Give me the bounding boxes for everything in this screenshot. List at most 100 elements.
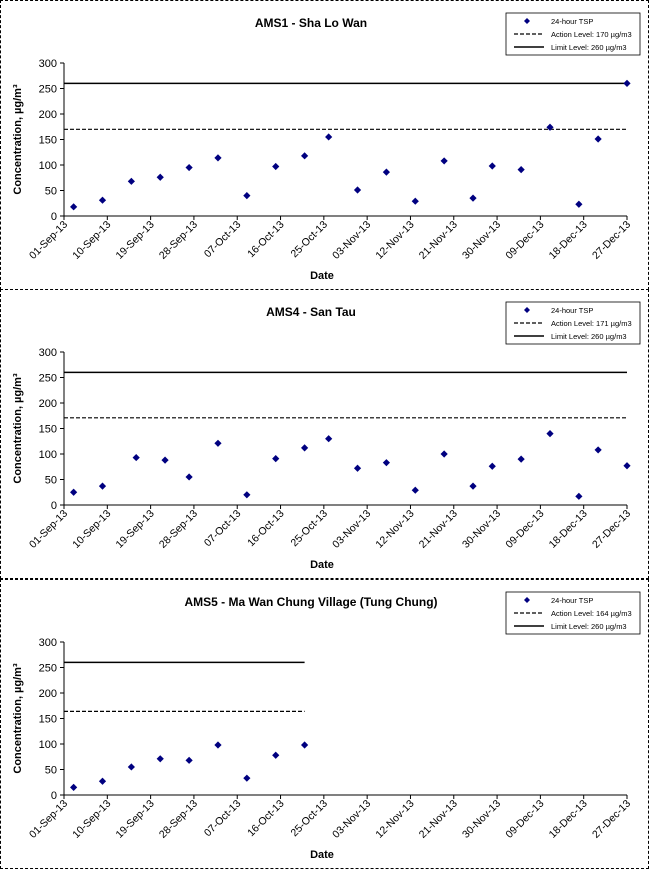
x-axis-label: Date	[310, 559, 334, 571]
chart-title: AMS1 - Sha Lo Wan	[255, 16, 367, 30]
legend-marker-tsp	[524, 307, 530, 313]
x-tick-label: 16-Oct-13	[245, 219, 287, 261]
x-tick-label: 12-Nov-13	[373, 798, 416, 841]
data-point	[575, 200, 583, 208]
x-axis-label: Date	[310, 849, 334, 861]
data-point	[127, 763, 135, 771]
y-tick-label: 0	[51, 790, 57, 802]
y-tick-label: 250	[39, 84, 57, 96]
x-tick-label: 01-Sep-13	[27, 219, 70, 262]
x-tick-label: 12-Nov-13	[373, 508, 416, 551]
y-tick-label: 150	[39, 714, 57, 726]
data-point	[98, 482, 107, 490]
y-tick-label: 300	[39, 347, 57, 359]
data-point	[70, 203, 78, 211]
data-point	[469, 482, 477, 490]
x-tick-label: 27-Dec-13	[590, 798, 633, 841]
y-tick-label: 150	[39, 135, 57, 147]
data-point	[98, 196, 107, 204]
data-point	[325, 133, 333, 141]
data-point	[517, 165, 525, 174]
legend-marker-tsp	[524, 597, 530, 603]
x-tick-label: 21-Nov-13	[417, 219, 460, 262]
x-tick-label: 12-Nov-13	[373, 219, 416, 262]
chart-title: AMS4 - San Tau	[266, 305, 356, 319]
y-tick-label: 100	[39, 449, 57, 461]
x-tick-label: 28-Sep-13	[157, 798, 200, 841]
x-tick-label: 19-Sep-13	[114, 219, 157, 262]
data-point	[214, 439, 222, 447]
x-tick-label: 01-Sep-13	[27, 508, 70, 551]
legend-label: Limit Level: 260 µg/m3	[551, 622, 627, 631]
data-point	[517, 455, 525, 463]
chart-panel-ams1: AMS1 - Sha Lo Wan 0 50 100 150 200 250 300 01-Se…	[0, 0, 649, 290]
chart-svg: AMS4 - San Tau 0 50 100 150 200 250 300 01-Sep-1…	[12, 301, 641, 571]
x-tick-label: 01-Sep-13	[27, 798, 70, 841]
y-tick-label: 200	[39, 109, 57, 121]
data-point	[440, 157, 448, 165]
x-tick-label: 21-Nov-13	[417, 508, 460, 551]
data-point	[70, 488, 78, 496]
y-tick-label: 50	[45, 475, 57, 487]
data-point	[300, 152, 309, 160]
y-tick-label: 50	[45, 765, 57, 777]
data-point	[156, 173, 164, 181]
y-tick-label: 100	[39, 739, 57, 751]
x-tick-label: 09-Dec-13	[503, 508, 546, 551]
data-point	[98, 777, 107, 785]
x-tick-label: 27-Dec-13	[590, 508, 633, 551]
y-axis-label: Concentration, µg/m³	[12, 373, 24, 484]
chart-panel-ams5: AMS5 - Ma Wan Chung Village (Tung Chung)…	[0, 579, 649, 869]
y-tick-label: 300	[39, 58, 57, 70]
x-tick-label: 18-Dec-13	[547, 798, 590, 841]
data-point	[127, 177, 135, 185]
y-tick-label: 250	[39, 663, 57, 675]
x-tick-label: 09-Dec-13	[503, 219, 546, 262]
x-tick-label: 03-Nov-13	[330, 798, 373, 841]
x-tick-label: 25-Oct-13	[288, 798, 330, 840]
data-point	[594, 135, 602, 143]
legend-label: 24-hour TSP	[551, 596, 593, 605]
chart-title: AMS5 - Ma Wan Chung Village (Tung Chung)	[184, 595, 437, 609]
legend-label: Limit Level: 260 µg/m3	[551, 332, 627, 341]
y-tick-label: 0	[51, 500, 57, 512]
legend-label: Limit Level: 260 µg/m3	[551, 43, 627, 52]
data-point	[623, 79, 631, 87]
y-tick-label: 300	[39, 637, 57, 649]
legend-label: 24-hour TSP	[551, 306, 593, 315]
data-point	[440, 450, 448, 458]
data-point	[353, 464, 362, 472]
x-tick-label: 07-Oct-13	[202, 508, 244, 550]
x-tick-label: 28-Sep-13	[157, 508, 200, 551]
data-point	[411, 486, 419, 494]
legend-label: Action Level: 170 µg/m3	[551, 30, 632, 39]
data-point	[156, 755, 164, 763]
data-point	[214, 154, 222, 162]
x-tick-label: 16-Oct-13	[245, 508, 287, 550]
y-tick-label: 250	[39, 373, 57, 385]
x-tick-label: 19-Sep-13	[114, 798, 157, 841]
data-point	[185, 163, 193, 172]
x-tick-label: 30-Nov-13	[460, 508, 503, 551]
legend: 24-hour TSP Action Level: 170 µg/m3 Limit …	[505, 12, 641, 56]
y-tick-label: 50	[45, 186, 57, 198]
data-point	[382, 168, 391, 176]
data-point	[488, 162, 496, 170]
x-tick-label: 27-Dec-13	[590, 219, 633, 262]
data-point	[243, 491, 251, 499]
x-tick-label: 18-Dec-13	[547, 508, 590, 551]
x-tick-label: 07-Oct-13	[202, 219, 244, 261]
data-point	[272, 162, 280, 171]
x-tick-label: 19-Sep-13	[114, 508, 157, 551]
legend: 24-hour TSP Action Level: 171 µg/m3 Limit …	[505, 301, 641, 345]
chart-panel-ams4: AMS4 - San Tau 0 50 100 150 200 250 300 01-Sep-1…	[0, 289, 649, 579]
x-tick-label: 28-Sep-13	[157, 219, 200, 262]
data-point	[243, 774, 251, 782]
y-tick-label: 100	[39, 160, 57, 172]
x-tick-label: 21-Nov-13	[417, 798, 460, 841]
chart-svg: AMS1 - Sha Lo Wan 0 50 100 150 200 250 300 01-Se…	[12, 12, 641, 282]
x-axis-label: Date	[310, 270, 334, 282]
x-tick-label: 30-Nov-13	[460, 219, 503, 262]
x-tick-label: 03-Nov-13	[330, 219, 373, 262]
data-point	[411, 197, 419, 205]
